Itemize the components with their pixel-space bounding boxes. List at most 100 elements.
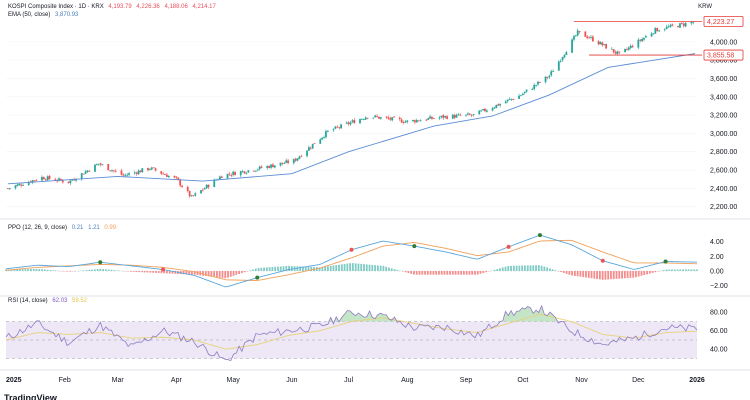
ema-legend: EMA (50, close) 3,870.93 bbox=[8, 11, 81, 19]
ppo-histogram-bar bbox=[668, 269, 671, 272]
ppo-histogram-bar bbox=[432, 271, 435, 275]
candle-body bbox=[472, 114, 475, 115]
candle-body bbox=[164, 174, 166, 176]
ppo-cross-marker bbox=[255, 275, 260, 280]
candle-body bbox=[245, 172, 248, 174]
candle-body bbox=[453, 114, 456, 118]
candle-body bbox=[101, 164, 104, 166]
ppo-histogram-bar bbox=[526, 265, 529, 272]
ppo-histogram-bar bbox=[643, 271, 646, 276]
candle-body bbox=[287, 160, 289, 164]
ppo-histogram-bar bbox=[329, 265, 332, 272]
low-value: 4,188.06 bbox=[164, 4, 188, 10]
time-axis-tick: Apr bbox=[171, 377, 183, 384]
candle-body bbox=[573, 36, 575, 40]
ppo-histogram-bar bbox=[257, 268, 260, 272]
candle-body bbox=[213, 179, 216, 188]
rsi-ma-line bbox=[5, 313, 698, 350]
candle-body bbox=[654, 27, 657, 34]
ppo-histogram-bar bbox=[146, 271, 149, 273]
ppo-histogram-bar bbox=[582, 271, 585, 278]
time-axis-tick: Aug bbox=[401, 377, 414, 384]
ppo-histogram-bar bbox=[673, 269, 676, 272]
candle-body bbox=[415, 120, 418, 123]
candle-body bbox=[167, 175, 170, 178]
ppo-histogram-bar bbox=[149, 271, 152, 273]
candle-body bbox=[493, 107, 496, 109]
ppo-histogram-bar bbox=[324, 266, 327, 272]
candle-body bbox=[75, 179, 77, 181]
candle-body bbox=[618, 51, 621, 53]
ppo-histogram-bar bbox=[393, 269, 396, 272]
candle-body bbox=[253, 170, 255, 172]
candle-body bbox=[571, 39, 573, 53]
candle-body bbox=[6, 188, 9, 190]
ppo-histogram-bar bbox=[304, 266, 307, 272]
candle-body bbox=[444, 115, 447, 118]
candle-body bbox=[234, 171, 236, 176]
candle-body bbox=[22, 185, 24, 187]
ppo-histogram-bar bbox=[474, 271, 476, 275]
candle-body bbox=[349, 122, 352, 125]
candle-body bbox=[484, 108, 486, 112]
candle-body bbox=[190, 195, 193, 197]
candle-body bbox=[173, 175, 176, 178]
ppo-histogram-bar bbox=[493, 269, 496, 272]
candle-body bbox=[692, 22, 695, 24]
ppo-histogram-bar bbox=[385, 266, 388, 272]
candle-body bbox=[641, 39, 643, 42]
ppo-histogram-bar bbox=[235, 271, 238, 275]
ppo-histogram-bar bbox=[615, 271, 618, 279]
ppo-histogram-bar bbox=[471, 271, 474, 275]
time-axis-tick: May bbox=[227, 377, 241, 384]
ppo-histogram-bar bbox=[460, 271, 463, 275]
ppo-legend: PPO (12, 26, 9, close) 0.21 1.21 0.99 bbox=[8, 224, 119, 232]
ppo-histogram-bar bbox=[604, 271, 607, 280]
candle-body bbox=[99, 163, 102, 165]
ppo-histogram-bar bbox=[579, 271, 582, 277]
ppo-histogram-bar bbox=[576, 271, 579, 277]
ppo-histogram-bar bbox=[102, 269, 105, 272]
candle-body bbox=[258, 166, 261, 170]
candle-body bbox=[137, 170, 140, 175]
candle-body bbox=[533, 84, 536, 89]
candle-body bbox=[359, 119, 361, 124]
rsi-axis-tick: 80.00 bbox=[710, 310, 728, 317]
ppo-histogram-bar bbox=[13, 269, 16, 272]
ppo-histogram-bar bbox=[307, 266, 310, 272]
candle-body bbox=[590, 36, 592, 38]
ppo-histogram-bar bbox=[332, 265, 335, 272]
ppo-histogram-bar bbox=[243, 271, 246, 273]
price-label: 3,855.58 bbox=[707, 53, 734, 60]
ppo-histogram-bar bbox=[440, 271, 443, 275]
ppo-histogram-bar bbox=[302, 266, 304, 272]
candle-body bbox=[135, 172, 138, 174]
ppo-histogram-bar bbox=[690, 269, 693, 272]
ppo-histogram-bar bbox=[662, 270, 665, 272]
candle-body bbox=[497, 104, 500, 106]
candle-body bbox=[482, 108, 484, 111]
ppo-histogram-bar bbox=[260, 267, 263, 272]
candle-body bbox=[166, 174, 168, 177]
ppo-histogram-bar bbox=[32, 268, 35, 272]
symbol-legend: KOSPI Composite Index · 1D · KRX 4,193.7… bbox=[8, 3, 219, 11]
ppo-histogram-bar bbox=[268, 267, 271, 272]
candle-body bbox=[181, 185, 183, 188]
candle-body bbox=[313, 143, 316, 145]
candle-body bbox=[468, 113, 471, 115]
candle-body bbox=[389, 118, 392, 120]
candle-body bbox=[133, 172, 136, 174]
ppo-histogram-bar bbox=[213, 271, 216, 277]
candle-body bbox=[35, 179, 38, 181]
candle-body bbox=[188, 190, 191, 197]
ppo-histogram-bar bbox=[107, 269, 110, 272]
ppo-histogram-bar bbox=[410, 271, 413, 274]
ppo-signal-line bbox=[5, 239, 698, 281]
ppo-histogram bbox=[5, 263, 698, 280]
ppo-histogram-bar bbox=[371, 264, 374, 272]
candle-body bbox=[279, 162, 282, 166]
ppo-histogram-bar bbox=[238, 271, 241, 275]
candle-body bbox=[669, 24, 672, 27]
